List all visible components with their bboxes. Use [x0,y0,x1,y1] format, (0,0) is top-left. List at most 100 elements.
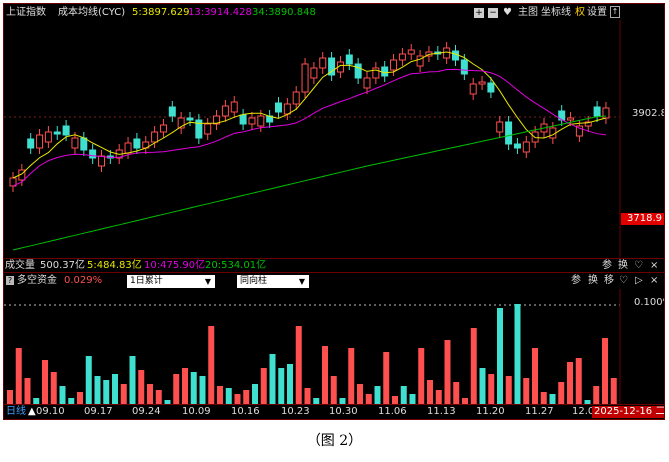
candle-body [27,138,35,149]
capital-flow-bar [50,372,57,404]
volume-switch-button[interactable]: 换 [618,260,628,271]
sub-panel-header: ? 多空资金 0.029% 1日累计 ▼ 同向柱 ▼ 参 换 移 ♡ ▷ × [4,272,664,290]
candle-body [354,63,362,79]
type-select[interactable]: 同向柱 ▼ [237,275,309,288]
capital-flow-bar [94,376,101,404]
capital-flow-bar [252,384,258,404]
main-chart-button[interactable]: 主图 [518,7,538,18]
capital-flow-bar [348,348,355,404]
sub-panel-title: 多空资金 [17,275,57,286]
candle-body [133,138,141,149]
ma13-value: 13:3914.428 [188,7,252,18]
date-tick: 11.20 [476,406,505,417]
sub-close-icon[interactable]: × [650,275,659,286]
capital-flow-bar [558,382,565,404]
capital-flow-bar [418,348,425,404]
sub-move-button[interactable]: 移 [604,275,614,286]
date-tick: 11.27 [525,406,554,417]
settings-button[interactable]: 设置 [587,7,607,18]
zoom-out-button[interactable]: − [488,8,498,18]
candle-body [204,123,212,135]
cursor-arrow-icon: ▲ [28,406,36,417]
candle-body [452,50,459,61]
indicator-name[interactable]: 成本均线(CYC) [58,7,126,18]
candle-body [567,117,575,121]
candle-body [416,55,424,67]
capital-flow-bar [514,304,521,404]
capital-flow-bar [470,328,477,404]
candle-body [44,131,52,143]
date-tick: 10.16 [231,406,260,417]
sub-switch-button[interactable]: 换 [588,275,598,286]
candle-body [159,124,167,133]
volume-heart-icon[interactable]: ♡ [634,260,643,271]
axis-line-button[interactable]: 坐标线 [541,7,571,18]
capital-flow-bar [602,338,608,404]
capital-flow-bar [269,354,276,404]
candle-body [177,117,185,129]
capital-flow-bar [287,364,293,404]
capital-flow-bar [42,360,48,404]
volume-ma20: 20:534.01亿 [205,260,267,271]
capital-flow-bar [392,396,398,404]
price-label-high: 3902.8 [632,108,665,119]
candle-body [372,67,380,79]
capital-flow-bar [575,358,582,404]
current-date-badge: 2025-12-16 二 [592,406,665,418]
capital-flow-bar [330,376,337,404]
chevron-down-icon: ▼ [204,277,211,286]
candle-body [248,117,256,125]
sub-heart-icon[interactable]: ♡ [619,275,628,286]
capital-flow-bar [225,388,232,404]
capital-flow-bar [77,392,83,404]
capital-flow-bar [103,380,110,404]
period-select[interactable]: 1日累计 ▼ [127,275,215,288]
capital-flow-bar [208,326,215,404]
candle-body [151,131,159,143]
capital-flow-bar [383,352,390,404]
candle-body [89,149,97,159]
rights-button[interactable]: 权 [575,7,585,18]
favorite-heart-icon[interactable]: ♥ [503,7,512,18]
capital-flow-bar [278,368,285,404]
chevron-down-icon: ▼ [298,277,305,286]
capital-flow-bar [435,390,442,404]
capital-flow-bar [68,398,75,404]
capital-flow-bar [540,392,547,404]
capital-flow-bar [85,356,92,404]
help-icon[interactable]: ? [6,276,14,285]
candle-body [301,63,309,93]
zoom-in-button[interactable]: + [474,8,484,18]
volume-close-icon[interactable]: × [650,260,659,271]
current-date: 2025-12-16 [594,406,653,417]
date-tick: 11.13 [427,406,456,417]
candle-body [363,77,371,89]
sub-play-icon[interactable]: ▷ [635,275,643,286]
volume-param-button[interactable]: 参 [602,260,612,271]
candle-body [478,81,486,85]
collapse-icon[interactable]: ↑ [610,6,620,18]
capital-flow-bar [409,394,416,404]
candle-body [62,125,70,136]
candle-body [505,121,513,145]
capital-flow-bar [505,376,512,404]
stock-chart-window: 上证指数 成本均线(CYC) 5:3897.629 13:3914.428 34… [3,3,665,420]
price-label-low: 3718.9 [621,213,664,225]
candle-body [469,83,477,95]
capital-flow-bar [173,374,180,404]
date-tick: 12.0 [572,406,595,417]
candle-body [36,134,44,149]
capital-flow-bar [112,374,118,404]
sub-param-button[interactable]: 参 [571,275,581,286]
candle-body [310,67,318,79]
capital-flow-bar [217,386,223,404]
current-weekday: 二 [655,406,665,417]
capital-flow-bar [365,394,372,404]
period-label[interactable]: 日线 [6,406,26,417]
date-tick: 11.06 [378,406,407,417]
date-tick: 10.09 [182,406,211,417]
capital-flow-bar [147,384,153,404]
candle-body [443,47,451,59]
capital-flow-bar [260,368,267,404]
sub-panel-value: 0.029% [64,275,103,286]
